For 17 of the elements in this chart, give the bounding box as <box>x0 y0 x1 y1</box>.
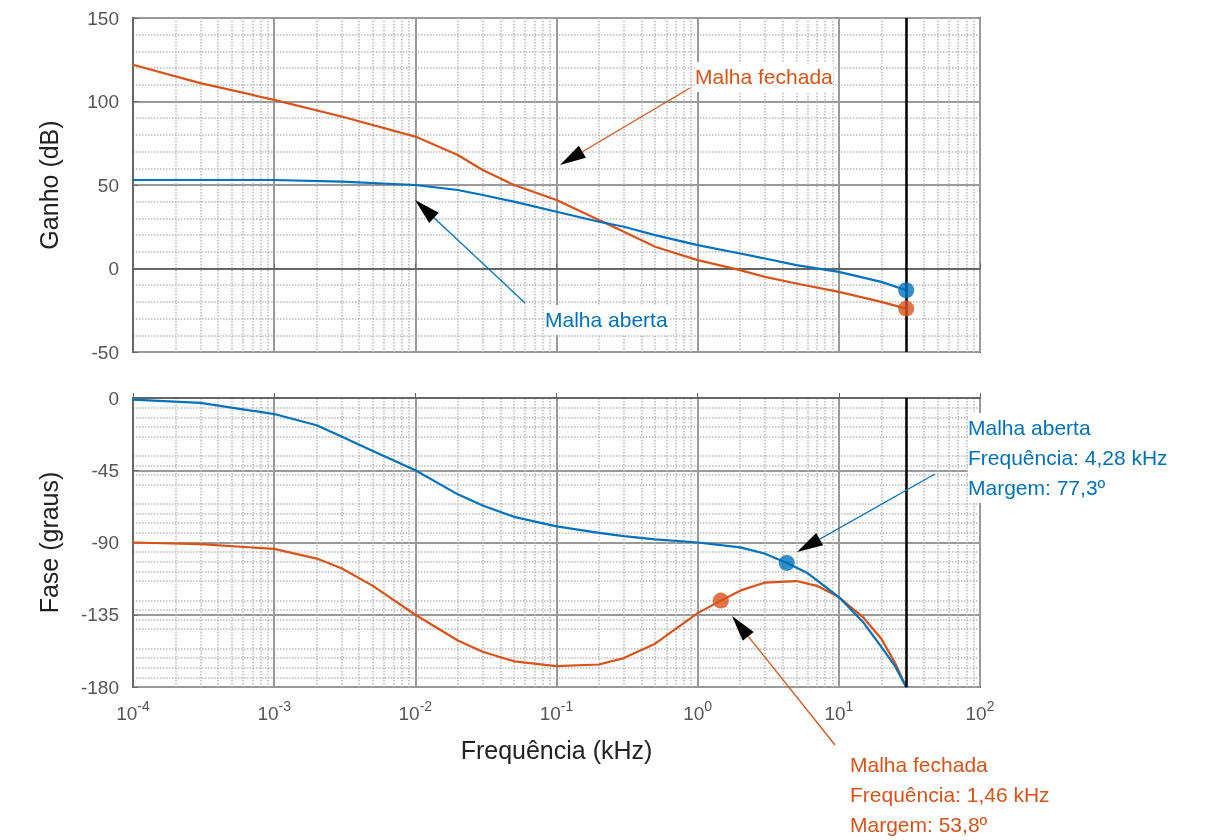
y-tick-label: 150 <box>87 7 119 29</box>
y-tick-label: -45 <box>91 459 119 481</box>
y-tick-label: 0 <box>108 258 119 279</box>
x-axis-title: Frequência (kHz) <box>460 735 653 764</box>
y-tick-label: -90 <box>91 532 119 553</box>
y-tick-label: 50 <box>97 174 119 196</box>
annotation: Malha aberta Frequência: 4,28 kHz Margem: 77,3º <box>968 413 1168 503</box>
y-axis-title: Fase (graus) <box>34 471 63 614</box>
y-tick-label: -135 <box>80 604 119 626</box>
y-axis-title: Ganho (dB) <box>34 120 63 250</box>
annotation: Malha aberta <box>545 305 668 335</box>
y-tick-label: 0 <box>108 387 119 409</box>
y-tick-label: -50 <box>91 341 119 363</box>
annotation: Malha fechada <box>695 62 833 92</box>
text: Malha fechada Frequência: 1,46 kHz Margem: 53,8º <box>850 750 1050 840</box>
y-tick-label: 100 <box>87 91 119 112</box>
y-tick-label: -180 <box>80 676 119 698</box>
